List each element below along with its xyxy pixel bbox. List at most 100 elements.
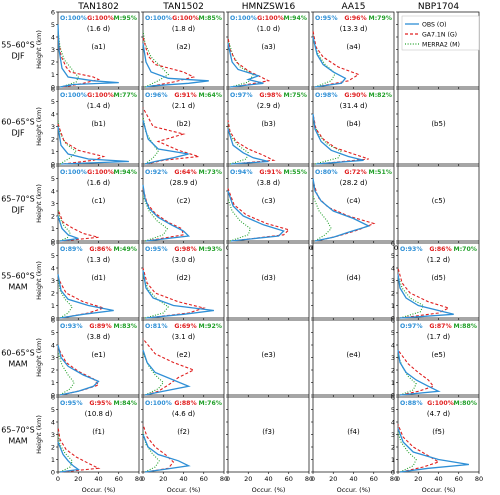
merra-occurrence: M:77% [114, 92, 137, 99]
sample-days: (28.2 d) [340, 179, 368, 187]
x-tick-label: 80 [305, 475, 313, 483]
obs-profile [142, 270, 214, 319]
merra-occurrence: M:88% [454, 323, 477, 330]
panel-frame [57, 11, 140, 88]
obs-occurrence: O:96% [145, 92, 168, 99]
panel-id: (b2) [176, 120, 191, 128]
ga-profile [397, 424, 440, 473]
merra-occurrence: M:73% [199, 169, 222, 176]
sample-days: (13.3 d) [340, 25, 368, 33]
panel-frame [312, 396, 395, 473]
ga-profile [142, 267, 206, 319]
y-tick-label: 5 [51, 21, 55, 29]
obs-occurrence: O:100% [60, 169, 87, 176]
panel-id: (f5) [432, 428, 445, 436]
panel-frame [227, 242, 310, 319]
panel-id: (d5) [431, 274, 446, 282]
row-label-lat: 60–65°S [1, 118, 34, 127]
ga-occurrence: G:91% [174, 92, 196, 99]
panel-frame [312, 165, 395, 242]
panel-id: (b3) [261, 120, 276, 128]
panel-id: (b1) [91, 120, 106, 128]
sample-days: (1.6 d) [87, 25, 111, 33]
y-tick-label: 3 [51, 277, 55, 285]
row-label-season: MAM [8, 360, 27, 369]
merra-profile [227, 123, 249, 165]
ga-occurrence: G:98% [174, 246, 196, 253]
y-tick-label: 5 [391, 329, 395, 337]
y-tick-label: 3 [391, 354, 395, 362]
obs-profile [57, 126, 129, 165]
y-tick-label: 4 [391, 265, 395, 273]
sample-days: (1.3 d) [87, 256, 111, 264]
ga-profile [57, 123, 106, 165]
panel-id: (c5) [432, 197, 446, 205]
y-tick-label: 6 [51, 86, 55, 94]
ga-occurrence: G:69% [174, 323, 196, 330]
x-tick-label: 60 [200, 475, 208, 483]
y-tick-label: 6 [51, 9, 55, 17]
y-tick-label: 3 [391, 431, 395, 439]
sample-days: (2.1 d) [172, 102, 196, 110]
panel-c2: (c2) O:92% G:64% M:73%(28.9 d) [141, 165, 225, 243]
panel-id: (c4) [347, 197, 361, 205]
panel-id: (e2) [176, 351, 190, 359]
obs-occurrence: O:97% [230, 92, 253, 99]
ga-occurrence: G:86% [429, 246, 451, 253]
x-tick-label: 80 [390, 475, 398, 483]
panel-frame [227, 165, 310, 242]
y-tick-label: 5 [391, 252, 395, 260]
x-tick-label: 80 [220, 475, 228, 483]
panel-b2: (b2) O:96% G:91% M:64%(2.1 d) [141, 88, 225, 166]
sample-days: (28.9 d) [170, 179, 198, 187]
obs-profile [312, 113, 364, 165]
y-tick-label: 2 [51, 213, 55, 221]
merra-profile [57, 277, 73, 319]
x-tick-label: 60 [115, 475, 123, 483]
panel-a4: (a4) O:95% G:96% M:79%(13.3 d) [311, 11, 395, 89]
sample-days: (3.8 d) [257, 179, 281, 187]
ga-occurrence: G:91% [259, 169, 281, 176]
x-tick-label: 20 [244, 475, 252, 483]
panel-id: (a1) [91, 43, 105, 51]
panel-frame [227, 319, 310, 396]
obs-profile [142, 184, 191, 242]
row-label-lat: 55–60°S [1, 272, 34, 281]
panel-e3: (e3) [226, 319, 310, 397]
y-tick-label: 6 [391, 317, 395, 325]
ga-profile [312, 113, 369, 165]
merra-occurrence: M:79% [369, 15, 392, 22]
ga-profile [397, 267, 451, 319]
ga-profile [142, 107, 199, 165]
panel-d5: 0 1 2 3 4 5 6 (d5) O:93% G:86% M:70%(1.2 d) [391, 240, 480, 323]
panel-b1: 0 1 2 3 4 5 6 (b1) O:100% G:100% M:77%(1.4 d) [51, 86, 140, 169]
ga-occurrence: G:100% [427, 400, 454, 407]
obs-occurrence: O:89% [60, 246, 83, 253]
ga-profile [142, 36, 196, 88]
row-label-season: MAM [8, 437, 27, 446]
y-tick-label: 1 [51, 456, 55, 464]
y-tick-label: 5 [391, 406, 395, 414]
panel-frame [312, 242, 395, 319]
merra-occurrence: M:82% [369, 92, 392, 99]
panel-e2: (e2) O:81% G:69% M:92%(3.1 d) [141, 319, 225, 397]
obs-occurrence: O:93% [400, 246, 423, 253]
panel-id: (d4) [346, 274, 361, 282]
obs-profile [397, 349, 441, 396]
y-tick-label: 5 [51, 329, 55, 337]
x-tick-label: 40 [349, 475, 357, 483]
merra-occurrence: M:64% [199, 92, 222, 99]
ga-occurrence: G:87% [429, 323, 451, 330]
ga-profile [397, 349, 435, 396]
x-tick-label: 20 [414, 475, 422, 483]
obs-occurrence: O:98% [315, 92, 338, 99]
y-tick-label: 1 [51, 302, 55, 310]
panel-frame [397, 165, 480, 242]
y-tick-label: 0 [51, 161, 55, 169]
column-header: TAN1802 [77, 2, 119, 12]
sample-days: (10.8 d) [85, 410, 113, 418]
obs-occurrence: O:80% [315, 169, 338, 176]
y-tick-label: 2 [51, 136, 55, 144]
panel-frame [312, 319, 395, 396]
